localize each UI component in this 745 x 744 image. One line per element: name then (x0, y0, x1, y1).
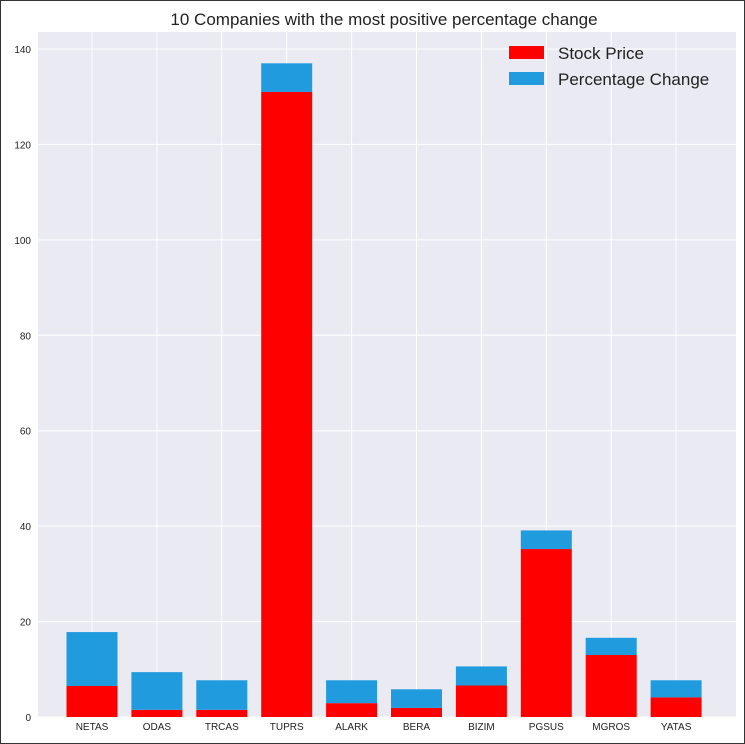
bar-stock-price-mgros (585, 654, 637, 717)
y-tick-label: 140 (14, 45, 31, 56)
x-tick-label: BERA (403, 722, 431, 733)
x-tick-label: BIZIM (468, 722, 495, 733)
y-tick-label: 20 (20, 618, 32, 629)
x-tick-label: TUPRS (270, 722, 304, 733)
y-tick-label: 120 (14, 140, 31, 151)
chart-title: 10 Companies with the most positive perc… (170, 10, 597, 29)
bar-stock-price-trcas (196, 709, 248, 717)
legend-label-stock-price: Stock Price (558, 44, 644, 63)
bar-percentage-change-pgsus (520, 530, 572, 550)
bar-stock-price-bizim (455, 685, 507, 717)
bar-percentage-change-tuprs (261, 63, 313, 92)
bar-percentage-change-bizim (455, 666, 507, 686)
y-tick-label: 60 (20, 427, 32, 438)
bar-stock-price-odas (131, 709, 183, 717)
bars-layer (66, 63, 702, 717)
x-tick-label: PGSUS (529, 722, 564, 733)
bar-percentage-change-netas (66, 632, 118, 686)
y-tick-label: 0 (25, 713, 31, 724)
bar-stock-price-yatas (650, 697, 702, 717)
bar-percentage-change-alark (326, 680, 378, 704)
y-tick-label: 100 (14, 236, 31, 247)
bar-stock-price-alark (326, 703, 378, 717)
bar-percentage-change-yatas (650, 680, 702, 698)
bar-percentage-change-mgros (585, 637, 637, 655)
y-axis-ticks: 0 20 40 60 80 100 120 140 (14, 45, 31, 724)
x-tick-label: TRCAS (205, 722, 239, 733)
legend-swatch-stock-price (509, 46, 544, 59)
legend: Stock Price Percentage Change (509, 44, 709, 89)
plot-area (38, 32, 736, 717)
bar-stock-price-pgsus (520, 549, 572, 717)
x-tick-label: MGROS (592, 722, 630, 733)
bar-stock-price-tuprs (261, 91, 313, 717)
bar-percentage-change-bera (391, 689, 442, 708)
x-tick-label: ALARK (335, 722, 368, 733)
y-tick-label: 40 (20, 522, 32, 533)
bar-stock-price-netas (66, 685, 118, 717)
bar-percentage-change-odas (131, 672, 183, 710)
x-axis-ticks: NETAS ODAS TRCAS TUPRS ALARK BERA BIZIM PGSUS MG… (76, 722, 692, 733)
x-tick-label: ODAS (143, 722, 172, 733)
x-tick-label: YATAS (661, 722, 692, 733)
y-tick-label: 80 (20, 331, 32, 342)
x-tick-label: NETAS (76, 722, 109, 733)
legend-label-percentage-change: Percentage Change (558, 70, 709, 89)
bar-stock-price-bera (391, 707, 442, 717)
bar-percentage-change-trcas (196, 680, 248, 710)
legend-swatch-percentage-change (509, 72, 544, 85)
